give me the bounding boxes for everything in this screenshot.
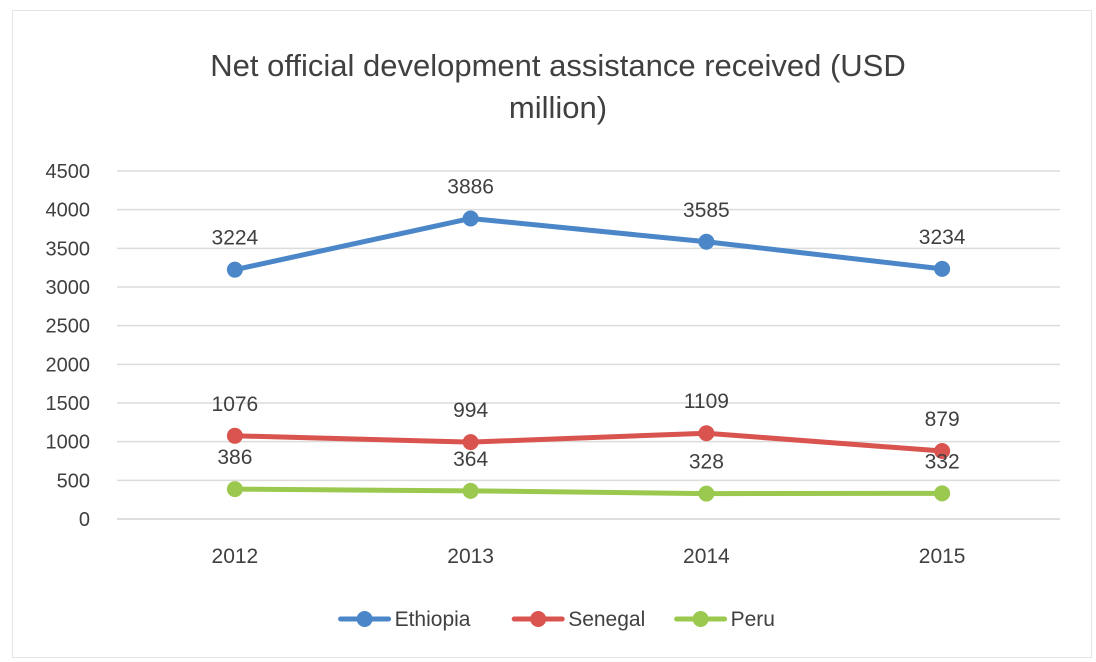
y-tick-label: 500 — [57, 470, 90, 492]
legend-marker-ethiopia — [356, 611, 373, 627]
chart-title-line-2: million) — [509, 90, 607, 125]
legend-label-peru: Peru — [731, 608, 775, 631]
data-point-peru — [934, 485, 951, 502]
x-tick-label: 2013 — [447, 545, 494, 568]
y-tick-label: 4500 — [46, 161, 91, 183]
data-label-peru: 386 — [217, 446, 252, 469]
data-label-ethiopia: 3886 — [447, 175, 494, 198]
data-point-peru — [226, 481, 243, 498]
data-label-senegal: 1109 — [684, 390, 729, 413]
data-labels: 3224 3886 3585 3234 1076 994 1109 879 386 364 328 3… — [212, 175, 966, 473]
data-point-senegal — [698, 425, 715, 442]
y-tick-label: 2000 — [46, 354, 91, 376]
data-point-ethiopia — [226, 261, 243, 278]
x-tick-label: 2015 — [919, 545, 966, 568]
y-tick-label: 3000 — [46, 277, 91, 299]
series-line-peru — [232, 486, 945, 497]
series-lines — [226, 210, 951, 502]
series-line-senegal — [232, 430, 945, 454]
data-point-ethiopia — [934, 260, 951, 277]
data-point-ethiopia — [698, 233, 715, 250]
x-axis-ticks: 2012 2013 2014 2015 — [212, 545, 966, 568]
series-line-ethiopia — [232, 215, 945, 273]
data-label-senegal: 994 — [453, 399, 488, 422]
data-point-peru — [462, 482, 479, 499]
y-tick-label: 4000 — [46, 200, 91, 222]
data-label-ethiopia: 3234 — [919, 226, 966, 249]
data-label-peru: 332 — [925, 450, 960, 473]
y-tick-label: 1500 — [46, 393, 91, 415]
data-label-peru: 328 — [689, 451, 724, 474]
chart-title-line-1: Net official development assistance rece… — [210, 48, 906, 83]
y-tick-label: 2500 — [46, 316, 91, 338]
x-tick-label: 2012 — [212, 545, 259, 568]
data-point-senegal — [462, 434, 479, 451]
data-label-peru: 364 — [453, 448, 488, 471]
legend-label-senegal: Senegal — [568, 608, 645, 631]
legend-marker-peru — [692, 611, 709, 627]
legend-label-ethiopia: Ethiopia — [395, 608, 471, 631]
y-tick-label: 1000 — [46, 432, 91, 454]
data-point-senegal — [934, 443, 951, 460]
chart-title: Net official development assistance rece… — [210, 48, 906, 125]
data-label-senegal: 1076 — [212, 393, 259, 416]
chart-frame — [12, 10, 1092, 658]
legend: Ethiopia Senegal Peru — [338, 608, 775, 631]
y-axis-ticks: 0 500 1000 1500 2000 2500 3000 3500 4000 4500 — [46, 161, 91, 531]
data-point-senegal — [226, 427, 243, 444]
y-tick-label: 0 — [79, 509, 90, 531]
y-tick-label: 3500 — [46, 238, 91, 260]
data-point-ethiopia — [462, 210, 479, 227]
data-label-ethiopia: 3224 — [212, 227, 259, 250]
gridlines — [117, 170, 1060, 520]
x-tick-label: 2014 — [683, 545, 730, 568]
data-label-senegal: 879 — [925, 408, 960, 431]
data-point-peru — [698, 485, 715, 502]
legend-marker-senegal — [530, 611, 547, 627]
data-label-ethiopia: 3585 — [683, 199, 730, 222]
